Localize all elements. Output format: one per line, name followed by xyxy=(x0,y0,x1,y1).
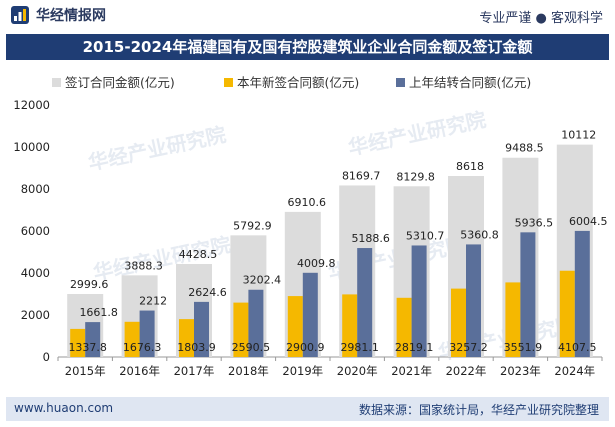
x-tick-label: 2022年 xyxy=(446,364,487,378)
footer-bar: www.huaon.com 数据来源：国家统计局，华经产业研究院整理 xyxy=(6,397,609,421)
x-tick-label: 2015年 xyxy=(65,364,106,378)
x-tick-label: 2024年 xyxy=(554,364,595,378)
new-contract-bar xyxy=(396,297,412,357)
carryover-contract-bar xyxy=(520,232,536,357)
carryover-contract-label: 2624.6 xyxy=(188,286,227,299)
new-contract-bar xyxy=(124,321,140,357)
carryover-contract-label: 5310.7 xyxy=(406,229,445,242)
new-contract-label: 1337.8 xyxy=(68,341,107,354)
y-tick-label: 8000 xyxy=(21,182,50,196)
y-tick-label: 10000 xyxy=(13,140,50,154)
x-tick-label: 2020年 xyxy=(337,364,378,378)
y-tick-label: 2000 xyxy=(21,308,50,322)
total-contract-label: 4428.5 xyxy=(179,248,218,261)
carryover-contract-label: 6004.5 xyxy=(569,215,608,228)
x-tick-label: 2018年 xyxy=(228,364,269,378)
total-contract-label: 3888.3 xyxy=(124,259,163,272)
data-source: 数据来源：国家统计局，华经产业研究院整理 xyxy=(358,403,599,417)
carryover-contract-label: 5936.5 xyxy=(515,216,554,229)
bar-chart: 华经产业研究院华经产业研究院华经产业研究院华经产业研究院华经产业研究院签订合同金… xyxy=(13,75,608,378)
carryover-contract-bar xyxy=(357,248,373,357)
y-tick-label: 12000 xyxy=(13,98,50,112)
huajing-logo-icon xyxy=(11,6,29,24)
carryover-contract-bar xyxy=(574,230,590,357)
total-contract-label: 5792.9 xyxy=(233,219,272,232)
carryover-contract-bar xyxy=(248,289,264,357)
x-tick-label: 2019年 xyxy=(282,364,323,378)
y-tick-label: 4000 xyxy=(21,266,50,280)
new-contract-bar xyxy=(505,282,521,357)
carryover-contract-bar xyxy=(194,301,209,357)
carryover-contract-label: 2212 xyxy=(139,295,167,308)
legend-label-1: 签订合同金额(亿元) xyxy=(65,75,175,90)
brand: 华经情报网 xyxy=(10,5,106,25)
new-contract-label: 2900.9 xyxy=(286,341,325,354)
total-contract-label: 9488.5 xyxy=(505,142,544,155)
total-contract-label: 8618 xyxy=(456,160,484,173)
new-contract-label: 2590.5 xyxy=(232,341,271,354)
new-contract-bar xyxy=(233,302,249,357)
new-contract-bar xyxy=(342,294,358,357)
top-bar: 华经情报网 专业严谨 ● 客观科学 xyxy=(0,0,615,32)
carryover-contract-label: 4009.8 xyxy=(297,257,336,270)
watermark-text: 华经产业研究院 xyxy=(86,122,228,175)
carryover-contract-bar xyxy=(85,322,101,357)
legend-label-2: 本年新签合同额(亿元) xyxy=(237,75,359,90)
total-contract-label: 8169.7 xyxy=(342,169,381,182)
new-contract-label: 2819.1 xyxy=(395,341,434,354)
new-contract-label: 1676.3 xyxy=(123,341,162,354)
carryover-contract-bar xyxy=(466,244,481,357)
carryover-contract-bar xyxy=(139,310,155,357)
new-contract-label: 4107.5 xyxy=(558,341,597,354)
website-link[interactable]: www.huaon.com xyxy=(14,401,114,415)
carryover-contract-bar xyxy=(411,245,427,357)
new-contract-label: 3551.9 xyxy=(504,341,543,354)
watermark-text: 华经产业研究院 xyxy=(346,107,488,160)
x-tick-label: 2017年 xyxy=(174,364,215,378)
new-contract-bar xyxy=(287,296,303,357)
total-contract-label: 2999.6 xyxy=(70,278,109,291)
slogan: 专业严谨 ● 客观科学 xyxy=(479,11,603,26)
total-contract-label: 10112 xyxy=(561,129,596,142)
legend-label-3: 上年结转合同额(亿元) xyxy=(409,75,531,90)
new-contract-label: 2981.1 xyxy=(340,341,379,354)
new-contract-bar xyxy=(179,319,194,357)
x-tick-label: 2021年 xyxy=(391,364,432,378)
legend-swatch-3 xyxy=(396,78,405,87)
carryover-contract-bar xyxy=(302,272,318,357)
carryover-contract-label: 5360.8 xyxy=(460,228,499,241)
y-tick-label: 0 xyxy=(43,350,50,364)
new-contract-bar xyxy=(451,288,466,357)
brand-name: 华经情报网 xyxy=(36,8,106,24)
y-tick-label: 6000 xyxy=(21,224,50,238)
carryover-contract-label: 5188.6 xyxy=(351,232,390,245)
legend-swatch-2 xyxy=(224,78,233,87)
carryover-contract-label: 1661.8 xyxy=(79,306,118,319)
new-contract-bar xyxy=(559,270,575,357)
new-contract-bar xyxy=(70,328,86,357)
carryover-contract-label: 3202.4 xyxy=(243,274,282,287)
chart-title: 2015-2024年福建国有及国有控股建筑业企业合同金额及签订金额 xyxy=(6,34,609,60)
x-tick-label: 2016年 xyxy=(119,364,160,378)
total-contract-label: 8129.8 xyxy=(396,170,435,183)
total-contract-label: 6910.6 xyxy=(288,196,327,209)
legend-swatch-1 xyxy=(52,78,61,87)
x-tick-label: 2023年 xyxy=(500,364,541,378)
new-contract-label: 1803.9 xyxy=(177,341,216,354)
new-contract-label: 3257.2 xyxy=(449,341,488,354)
